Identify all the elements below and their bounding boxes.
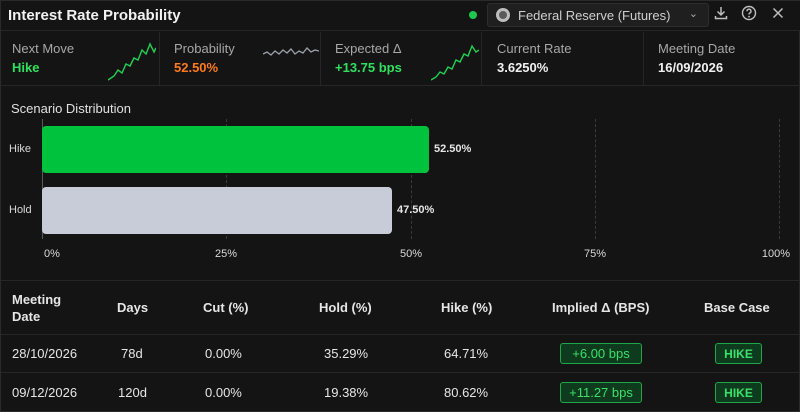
stats-row: Next Move Hike Probability 52.50% Expect… xyxy=(1,32,800,86)
bar-value-label: 47.50% xyxy=(397,204,435,216)
column-header-hold: Hold (%) xyxy=(319,300,372,315)
stat-value: 3.6250% xyxy=(497,60,549,75)
stat-meeting-date: Meeting Date 16/09/2026 xyxy=(658,32,798,86)
cell-hike: 80.62% xyxy=(444,385,489,400)
table-header-row: Meeting Date Days Cut (%) Hold (%) Hike … xyxy=(1,281,800,335)
stat-label: Next Move xyxy=(12,41,75,56)
column-header-base-case: Base Case xyxy=(704,300,770,315)
x-tick-label: 25% xyxy=(214,248,238,260)
table-row[interactable]: 28/10/2026 78d 0.00% 35.29% 64.71% +6.00… xyxy=(1,335,800,373)
close-icon[interactable] xyxy=(768,5,788,25)
cell-cut: 0.00% xyxy=(205,385,242,400)
stat-value: 52.50% xyxy=(174,60,219,75)
category-label: Hold xyxy=(9,204,32,216)
stat-label: Current Rate xyxy=(497,41,572,56)
next-move-sparkline xyxy=(108,42,156,81)
x-tick-label: 100% xyxy=(761,248,791,260)
table-row[interactable]: 09/12/2026 120d 0.00% 19.38% 80.62% +11.… xyxy=(1,373,800,411)
widget-header: Interest Rate Probability Federal Reserv… xyxy=(1,1,800,31)
column-header-days: Days xyxy=(117,300,149,315)
cell-days: 78d xyxy=(121,346,143,361)
widget-title: Interest Rate Probability xyxy=(8,7,181,24)
column-header-implied-delta: Implied Δ (BPS) xyxy=(552,300,650,315)
stat-value: +13.75 bps xyxy=(335,60,402,75)
expected-delta-sparkline xyxy=(431,44,479,81)
stat-label: Meeting Date xyxy=(658,41,736,56)
stat-current-rate: Current Rate 3.6250% xyxy=(497,32,642,86)
source-select-label: Federal Reserve (Futures) xyxy=(518,7,671,23)
cell-hike: 64.71% xyxy=(444,346,489,361)
bar-hike[interactable] xyxy=(42,126,429,173)
x-tick-label: 0% xyxy=(44,248,60,260)
meetings-table: Meeting Date Days Cut (%) Hold (%) Hike … xyxy=(1,280,800,412)
stat-value: Hike xyxy=(12,60,40,75)
cell-hold: 35.29% xyxy=(324,346,369,361)
x-tick-label: 75% xyxy=(583,248,607,260)
cell-cut: 0.00% xyxy=(205,346,242,361)
x-axis-line xyxy=(42,119,43,239)
stat-label: Expected Δ xyxy=(335,41,402,56)
stat-value: 16/09/2026 xyxy=(658,60,724,75)
chart-title: Scenario Distribution xyxy=(11,101,131,116)
gridline xyxy=(779,119,780,239)
implied-delta-pill: +6.00 bps xyxy=(560,343,642,364)
scenario-distribution-chart: 0% 25% 50% 75% 100% Hike 52.50% Hold 47.50% xyxy=(1,119,800,279)
base-case-badge: HIKE xyxy=(715,343,762,364)
cell-days: 120d xyxy=(118,385,147,400)
category-label: Hike xyxy=(9,143,32,155)
help-icon[interactable] xyxy=(739,5,759,25)
cell-hold: 19.38% xyxy=(324,385,369,400)
x-tick-label: 50% xyxy=(399,248,423,260)
cell-meeting-date: 09/12/2026 xyxy=(12,385,78,400)
column-header-hike: Hike (%) xyxy=(441,300,493,315)
stat-next-move: Next Move Hike xyxy=(12,32,157,86)
column-header-cut: Cut (%) xyxy=(203,300,249,315)
cell-meeting-date: 28/10/2026 xyxy=(12,346,78,361)
base-case-badge: HIKE xyxy=(715,382,762,403)
federal-reserve-seal-icon xyxy=(496,8,510,22)
bar-hold[interactable] xyxy=(42,187,392,234)
probability-sparkline xyxy=(263,47,319,56)
stat-probability: Probability 52.50% xyxy=(174,32,319,86)
live-status-dot xyxy=(469,11,477,19)
bar-value-label: 52.50% xyxy=(434,143,472,155)
gridline xyxy=(226,119,227,239)
implied-delta-pill: +11.27 bps xyxy=(560,382,642,403)
source-select[interactable]: Federal Reserve (Futures) ⌄ xyxy=(487,3,709,27)
gridline xyxy=(595,119,596,239)
column-header-meeting-date: Meeting Date xyxy=(12,292,62,324)
gridline xyxy=(411,119,412,239)
chevron-down-icon: ⌄ xyxy=(688,8,698,20)
download-icon[interactable] xyxy=(711,5,731,25)
stat-expected-delta: Expected Δ +13.75 bps xyxy=(335,32,480,86)
stat-label: Probability xyxy=(174,41,235,56)
